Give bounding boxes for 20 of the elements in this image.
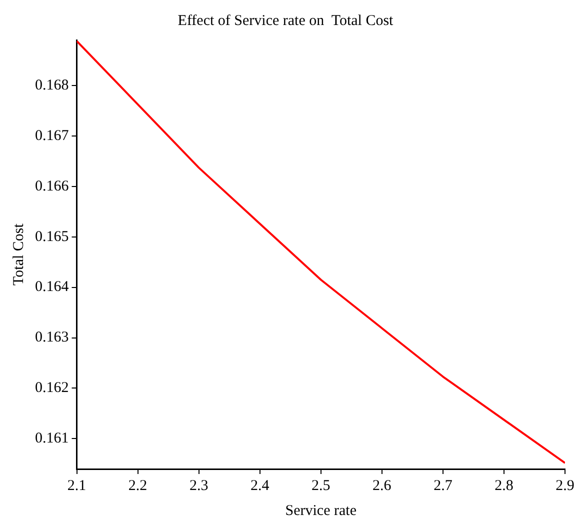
y-tick-label: 0.163 (35, 330, 69, 346)
y-tick-label: 0.166 (35, 178, 70, 194)
x-tick-label: 2.1 (67, 478, 86, 494)
x-tick-label: 2.6 (372, 478, 392, 494)
y-tick-label: 0.161 (35, 430, 69, 447)
x-tick-label: 2.7 (434, 478, 453, 494)
x-tick-label: 2.3 (189, 478, 208, 494)
y-tick-label: 0.162 (35, 380, 69, 396)
chart-title: Effect of Service rate on Total Cost (178, 12, 394, 29)
y-tick-label: 0.168 (35, 77, 69, 94)
x-tick-label: 2.9 (556, 478, 574, 494)
y-tick-label: 0.164 (35, 279, 70, 296)
x-tick-label: 2.4 (250, 478, 270, 494)
x-axis-title: Service rate (285, 502, 357, 519)
y-tick-label: 0.165 (35, 228, 69, 245)
y-tick-label: 0.167 (35, 128, 70, 144)
y-axis-title: Total Cost (10, 222, 27, 286)
x-tick-label: 2.5 (312, 478, 330, 494)
x-tick-label: 2.8 (494, 478, 514, 494)
x-tick-label: 2.2 (128, 478, 148, 494)
